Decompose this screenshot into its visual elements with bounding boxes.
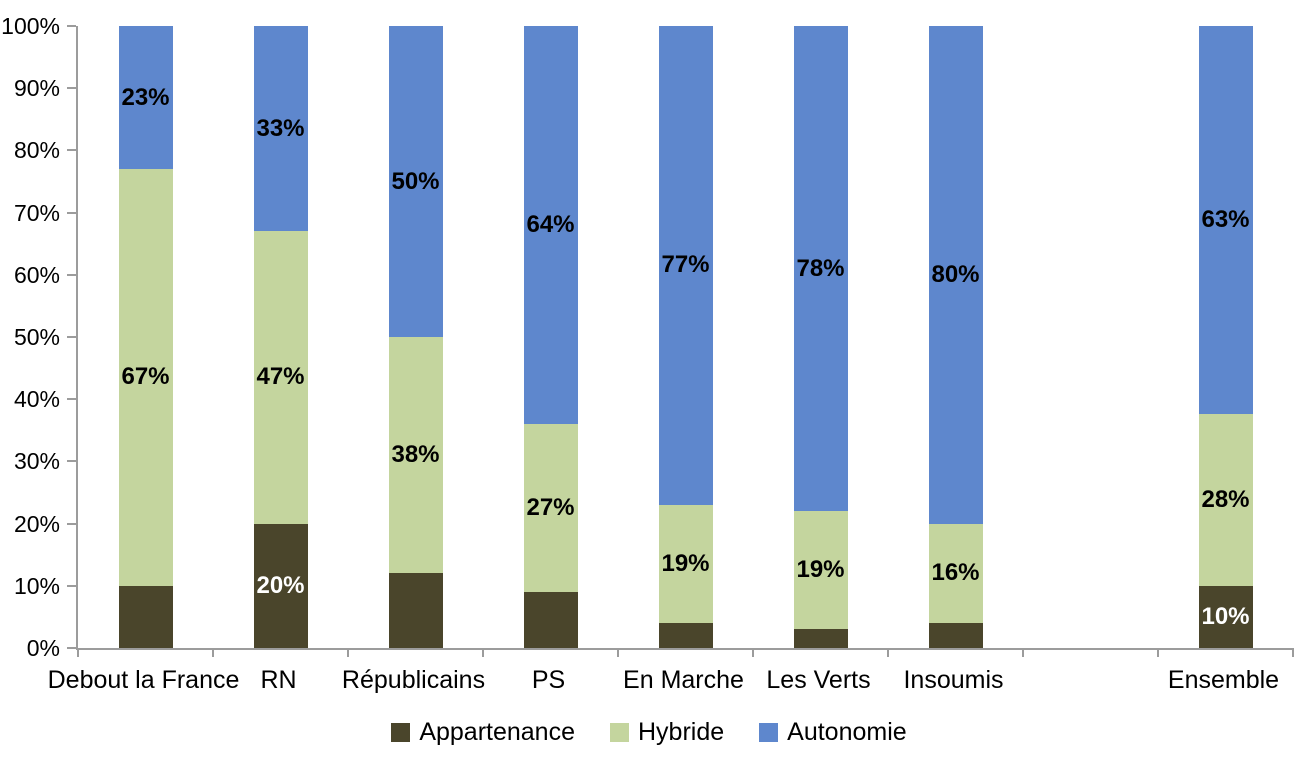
plot-area: 67% 23% 20% 47% 33% 38% 50% 27% 64% 19% 77% 19% 78% 1…: [67, 25, 1294, 657]
y-axis-tick: [67, 522, 76, 525]
y-axis-tick: [67, 460, 76, 463]
y-axis-tick: [67, 211, 76, 214]
bar-segment: [253, 523, 308, 648]
legend-item: Appartenance: [391, 716, 575, 748]
data-label: 10%: [1201, 603, 1250, 631]
legend-label: Autonomie: [787, 718, 907, 746]
y-axis-tick: [67, 87, 76, 90]
y-axis-tick: [67, 336, 76, 338]
category-label: RN: [260, 666, 297, 694]
y-tick-label: 10%: [13, 572, 60, 599]
category-label: Républicains: [341, 666, 486, 694]
data-label: 38%: [391, 441, 440, 469]
bar-segment: [523, 424, 578, 593]
y-axis-tick: [67, 647, 76, 649]
bar-segment: [388, 337, 443, 574]
legend-item: Autonomie: [759, 716, 907, 748]
y-tick-label: 60%: [13, 261, 60, 288]
data-label: 78%: [796, 254, 845, 282]
x-axis-tick: [77, 648, 79, 657]
bar-segment: [118, 169, 173, 586]
legend-item: Hybride: [610, 716, 724, 748]
y-axis-tick: [67, 25, 76, 27]
x-axis-tick: [1292, 648, 1294, 657]
y-tick-label: 50%: [13, 324, 60, 350]
y-axis-tick: [67, 273, 76, 276]
data-label: 27%: [526, 494, 575, 522]
data-label: 28%: [1201, 486, 1250, 514]
bar-segment: [658, 504, 713, 624]
data-label: 50%: [391, 167, 440, 195]
x-axis-tick: [482, 648, 484, 657]
bar-segment: [118, 26, 173, 170]
bar-segment: [928, 523, 983, 624]
bar-segment: [523, 592, 578, 648]
x-axis-labels: Debout la France RN Républicains PS En March…: [0, 664, 1298, 698]
legend-swatch: [391, 722, 411, 742]
bar-segment: [523, 26, 578, 425]
bar-segment: [658, 26, 713, 505]
bar-segment: [388, 573, 443, 648]
category-label: Les Verts: [766, 666, 871, 694]
bar-segment: [928, 26, 983, 524]
x-axis-tick: [347, 648, 349, 657]
data-label: 64%: [526, 211, 575, 239]
y-tick-label: 40%: [13, 386, 60, 413]
legend-swatch: [759, 722, 779, 742]
category-label: Ensemble: [1167, 666, 1280, 694]
bar-segment: [118, 585, 173, 648]
x-axis-tick: [212, 648, 214, 657]
legend-swatch: [610, 722, 629, 742]
data-label: 77%: [661, 251, 710, 279]
y-tick-label: 100%: [1, 13, 60, 39]
y-tick-label: 20%: [13, 510, 60, 537]
legend: Appartenance Hybride Autonomie: [0, 716, 1298, 748]
y-axis-labels: 0% 10% 20% 30% 40% 50% 60% 70% 80% 90% 100%: [0, 13, 60, 661]
x-axis-tick: [1022, 648, 1024, 657]
bar-segment: [1198, 414, 1253, 587]
bar-segment: [1198, 586, 1253, 648]
bar-segment: [253, 26, 308, 232]
data-label: 80%: [931, 260, 980, 288]
bar-segment: [793, 511, 848, 630]
y-axis-tick: [67, 149, 76, 152]
legend-label: Hybride: [638, 718, 725, 746]
y-axis-tick: [67, 584, 76, 587]
bar-segment: [793, 629, 848, 648]
bar-segment: [253, 231, 308, 524]
data-label: 19%: [796, 556, 845, 584]
legend-label: Appartenance: [419, 718, 575, 746]
bar-segment: [928, 623, 983, 648]
bar-segment: [793, 26, 848, 512]
y-tick-label: 0%: [26, 635, 60, 661]
bar-segment: [1198, 26, 1253, 414]
data-label: 67%: [121, 363, 170, 391]
y-tick-label: 80%: [13, 137, 60, 164]
bar-segment: [388, 26, 443, 337]
data-label: 33%: [256, 114, 305, 142]
x-axis-tick: [617, 648, 619, 657]
data-label: 20%: [256, 571, 305, 599]
y-tick-label: 30%: [13, 448, 60, 475]
x-axis-tick: [752, 648, 754, 657]
data-label: 47%: [256, 363, 305, 391]
y-tick-label: 90%: [13, 75, 60, 102]
x-axis-tick: [1157, 648, 1159, 657]
data-label: 16%: [931, 559, 980, 587]
bar-segment: [658, 623, 713, 648]
y-tick-label: 70%: [13, 199, 60, 226]
category-label: Insoumis: [903, 666, 1004, 694]
data-label: 19%: [661, 550, 710, 578]
y-axis-tick: [67, 398, 76, 401]
category-label: PS: [531, 666, 566, 694]
category-label: Debout la France: [47, 666, 240, 694]
x-axis-tick: [887, 648, 889, 657]
data-label: 23%: [121, 83, 170, 111]
data-label: 63%: [1201, 206, 1250, 233]
category-label: En Marche: [623, 666, 744, 694]
